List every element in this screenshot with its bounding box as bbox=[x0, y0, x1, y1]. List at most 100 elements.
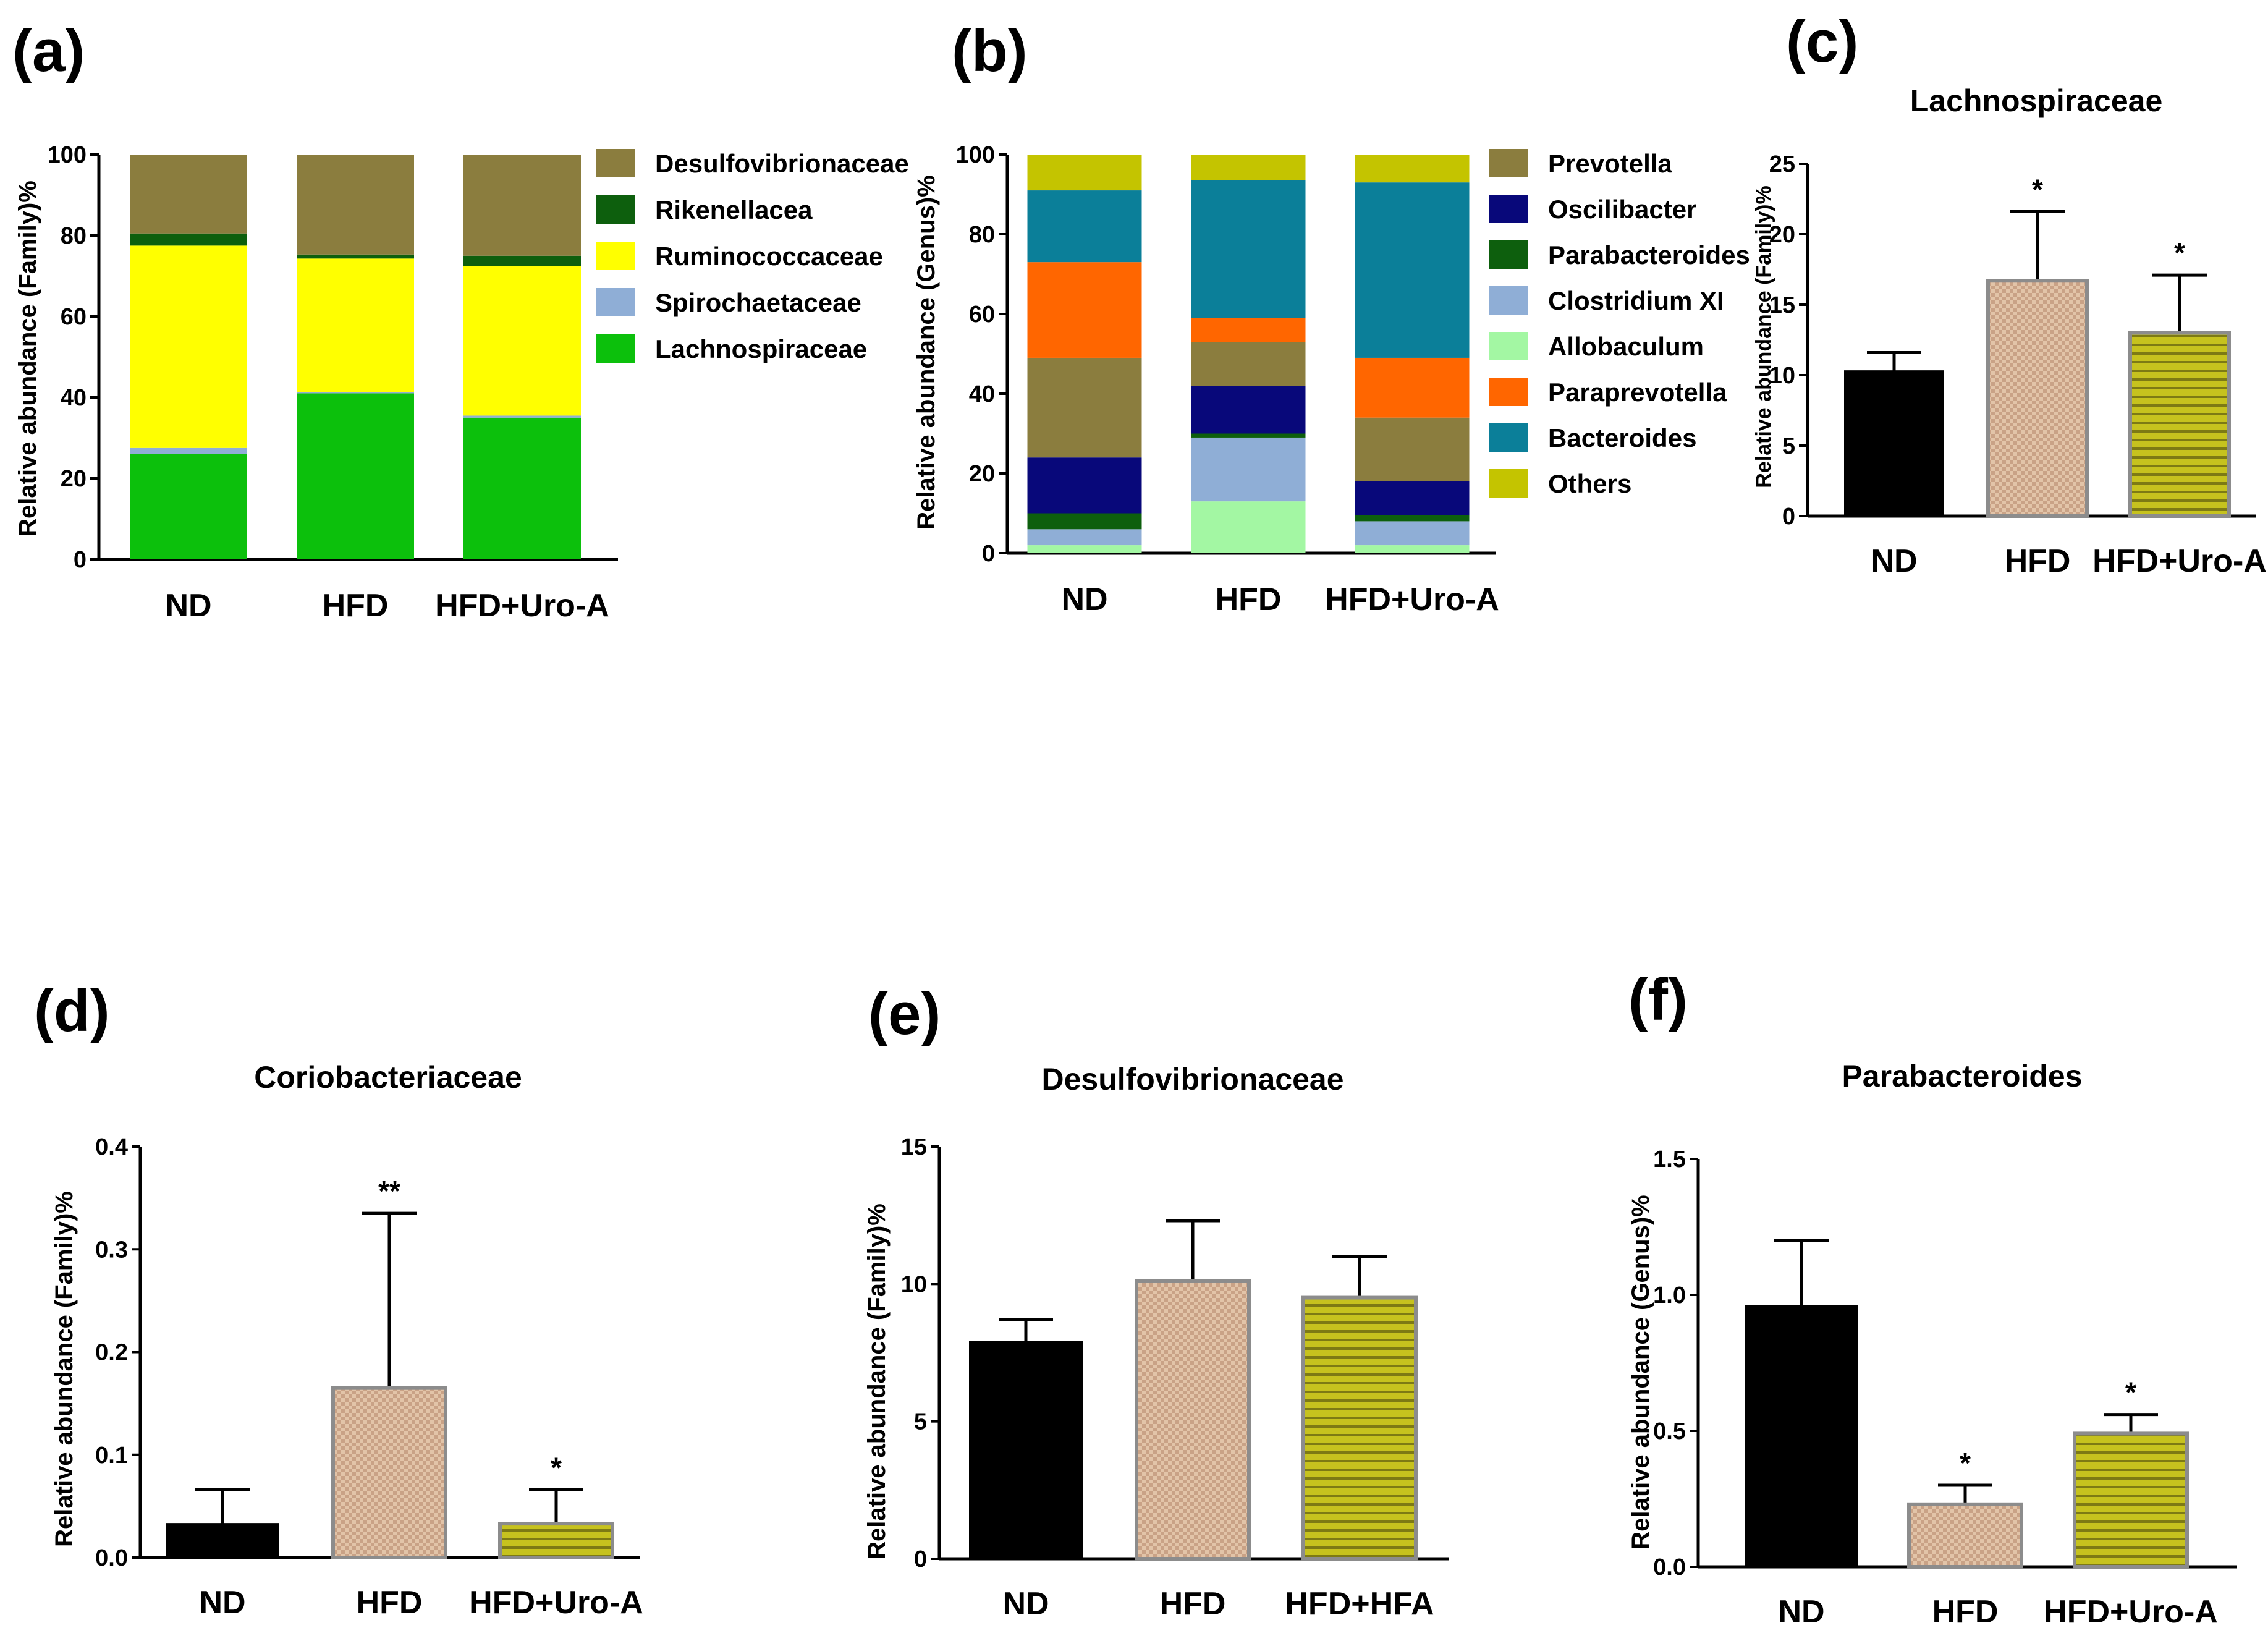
panel-f-ytick-label: 1.5 bbox=[1653, 1147, 1686, 1172]
panel-b-legend-swatch bbox=[1489, 332, 1528, 360]
panel-c-ytick-label: 0 bbox=[1782, 504, 1795, 530]
panel-a-bar-segment bbox=[297, 254, 414, 259]
panel-f-xtick-label: HFD bbox=[1932, 1594, 1999, 1630]
panel-b-bar-segment bbox=[1027, 155, 1142, 191]
panel-f-title: Parabacteroides bbox=[1842, 1059, 2082, 1093]
panel-a-legend-swatch bbox=[596, 334, 635, 363]
panel-b-bar-segment bbox=[1027, 513, 1142, 530]
panel-a-bar-segment bbox=[130, 233, 247, 246]
panel-b-bar-segment bbox=[1191, 437, 1306, 502]
panel-c-plot: 0 5 10 15 20 25 ND * HFD * HFD+Uro-A bbox=[1769, 151, 2267, 579]
panel-d-label: (d) bbox=[34, 978, 110, 1044]
panel-a-ylabel: Relative abundance (Family)% bbox=[14, 180, 41, 536]
panel-a: (a) 0 20 40 60 80 100 ND HFD HFD+Uro-A Desulfovib… bbox=[12, 18, 909, 624]
panel-c-significance-label: * bbox=[2032, 174, 2043, 206]
panel-a-ytick-label: 60 bbox=[61, 304, 87, 330]
panel-e-ytick-label: 15 bbox=[901, 1134, 927, 1160]
panel-a-label: (a) bbox=[12, 18, 85, 84]
panel-b-ytick-label: 40 bbox=[969, 381, 995, 407]
panel-a-xtick-label: HFD+Uro-A bbox=[435, 588, 609, 624]
panel-a-ytick-label: 20 bbox=[61, 466, 87, 492]
panel-e-title: Desulfovibrionaceae bbox=[1041, 1062, 1343, 1096]
panel-b-legend-swatch bbox=[1489, 195, 1528, 223]
panel-b-bar-segment bbox=[1191, 155, 1306, 180]
panel-a-bar-segment bbox=[297, 393, 414, 559]
panel-e-bar bbox=[1135, 1279, 1251, 1561]
panel-b-legend-label: Bacteroides bbox=[1548, 423, 1696, 452]
panel-f-xtick-label: ND bbox=[1778, 1594, 1824, 1630]
panel-e-ytick-label: 10 bbox=[901, 1271, 927, 1297]
panel-c-xtick-label: HFD+Uro-A bbox=[2092, 543, 2267, 579]
panel-a-legend-swatch bbox=[596, 149, 635, 177]
panel-c-bar bbox=[1844, 370, 1944, 517]
panel-a-bar-segment bbox=[463, 155, 581, 256]
panel-d-significance-label: ** bbox=[378, 1175, 400, 1207]
panel-b-bar-segment bbox=[1027, 545, 1142, 553]
panel-f: (f) Parabacteroides 0.0 0.5 1.0 1.5 ND * HFD * H… bbox=[1627, 967, 2237, 1630]
panel-f-ytick-label: 0.0 bbox=[1653, 1554, 1686, 1580]
panel-d-bar bbox=[331, 1386, 447, 1559]
panel-a-legend-label: Lachnospiraceae bbox=[655, 334, 867, 363]
panel-f-significance-label: * bbox=[1960, 1447, 1971, 1479]
panel-b-bar-segment bbox=[1191, 342, 1306, 386]
panel-a-ytick-label: 100 bbox=[48, 142, 87, 168]
panel-b-legend-swatch bbox=[1489, 378, 1528, 406]
panel-b-bar-segment bbox=[1027, 529, 1142, 546]
panel-b-legend-swatch bbox=[1489, 469, 1528, 498]
panel-b-legend-swatch bbox=[1489, 423, 1528, 452]
panel-b: (b) 0 20 40 60 80 100 ND HFD HFD+Uro-A Prevotella… bbox=[913, 18, 1750, 617]
panel-b-xtick-label: ND bbox=[1061, 582, 1107, 617]
panel-c: (c) Lachnospiraceae 0 5 10 15 20 25 ND * HFD * HFD… bbox=[1752, 9, 2267, 579]
panel-a-legend-swatch bbox=[596, 288, 635, 316]
panel-a-legend-swatch bbox=[596, 195, 635, 224]
panel-a-bar-segment bbox=[130, 447, 247, 454]
panel-a-bar-segment bbox=[463, 415, 581, 418]
panel-d-significance-label: * bbox=[551, 1451, 562, 1483]
panel-c-ytick-label: 5 bbox=[1782, 433, 1795, 459]
panel-b-bar-segment bbox=[1027, 190, 1142, 263]
panel-a-legend-label: Ruminococcaceae bbox=[655, 242, 883, 271]
panel-b-bar-segment bbox=[1027, 262, 1142, 358]
panel-e-bar bbox=[1301, 1295, 1418, 1561]
panel-c-ytick-label: 10 bbox=[1769, 363, 1795, 389]
panel-d-xtick-label: ND bbox=[199, 1585, 245, 1621]
panel-f-xtick-label: HFD+Uro-A bbox=[2044, 1594, 2218, 1630]
panel-a-bar-segment bbox=[463, 417, 581, 559]
panel-d-ytick-label: 0.4 bbox=[95, 1134, 128, 1160]
panel-c-ylabel: Relative abundance (Family)% bbox=[1752, 185, 1775, 488]
panel-e-ytick-label: 0 bbox=[914, 1546, 927, 1572]
panel-c-ytick-label: 15 bbox=[1769, 292, 1795, 318]
panel-b-xtick-label: HFD+Uro-A bbox=[1325, 582, 1499, 617]
panel-b-ytick-label: 0 bbox=[982, 541, 995, 567]
panel-a-legend-label: Spirochaetaceae bbox=[655, 288, 861, 317]
panel-a-ytick-label: 80 bbox=[61, 223, 87, 249]
panel-e-xtick-label: ND bbox=[1002, 1586, 1049, 1622]
panel-b-ytick-label: 100 bbox=[956, 142, 995, 168]
panel-b-bar-segment bbox=[1191, 433, 1306, 438]
panel-f-ytick-label: 0.5 bbox=[1653, 1418, 1686, 1444]
panel-a-ytick-label: 0 bbox=[74, 547, 87, 573]
panel-d-bar bbox=[166, 1523, 279, 1558]
panel-b-legend-label: Parabacteroides bbox=[1548, 240, 1750, 269]
panel-e-xtick-label: HFD+HFA bbox=[1285, 1586, 1434, 1622]
panel-a-bar-segment bbox=[463, 266, 581, 416]
panel-b-ytick-label: 60 bbox=[969, 302, 995, 328]
panel-e-ytick-label: 5 bbox=[914, 1409, 927, 1435]
panel-d-ytick-label: 0.1 bbox=[95, 1443, 128, 1469]
panel-f-bar bbox=[2073, 1431, 2189, 1569]
panel-d-ytick-label: 0.0 bbox=[95, 1545, 128, 1571]
panel-b-label: (b) bbox=[952, 18, 1028, 84]
panel-e-plot: 0 5 10 15 ND HFD HFD+HFA bbox=[901, 1134, 1449, 1622]
panel-f-bar bbox=[1907, 1502, 2023, 1569]
panel-d-xtick-label: HFD+Uro-A bbox=[469, 1585, 643, 1621]
panel-f-label: (f) bbox=[1628, 967, 1688, 1033]
panel-d-title: Coriobacteriaceae bbox=[254, 1060, 522, 1095]
panel-a-bar-segment bbox=[130, 245, 247, 448]
panel-b-plot: 0 20 40 60 80 100 ND HFD HFD+Uro-A Prevotella Osci… bbox=[956, 142, 1750, 617]
panel-b-bar-segment bbox=[1355, 515, 1470, 522]
panel-b-bar-segment bbox=[1191, 501, 1306, 553]
panel-e-bar bbox=[969, 1341, 1083, 1560]
panel-b-bar-segment bbox=[1355, 521, 1470, 546]
panel-d-xtick-label: HFD bbox=[357, 1585, 423, 1621]
